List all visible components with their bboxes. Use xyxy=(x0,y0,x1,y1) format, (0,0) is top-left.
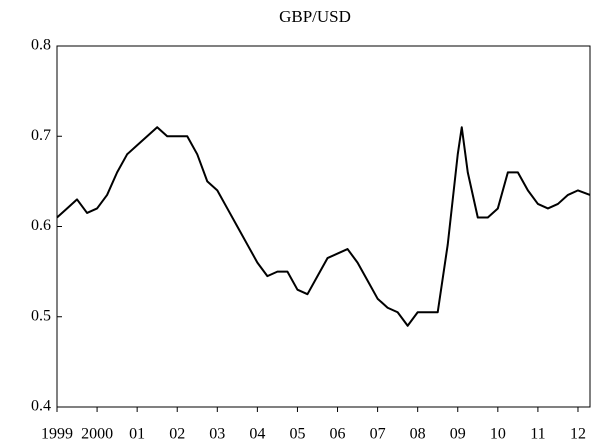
x-tick-label: 09 xyxy=(450,426,466,443)
x-tick-label: 02 xyxy=(169,426,185,443)
x-tick-label: 06 xyxy=(330,426,346,443)
x-tick-label: 1999 xyxy=(41,426,73,443)
x-tick-label: 07 xyxy=(370,426,386,443)
x-tick-label: 2000 xyxy=(81,426,113,443)
x-tick-label: 01 xyxy=(129,426,145,443)
plot-frame xyxy=(56,45,591,408)
y-tick-label: 0.4 xyxy=(31,398,51,415)
y-tick-label: 0.6 xyxy=(31,217,51,234)
x-tick-label: 10 xyxy=(490,426,506,443)
x-tick-label: 05 xyxy=(289,426,305,443)
y-tick-label: 0.7 xyxy=(31,127,51,144)
x-tick-label: 11 xyxy=(530,426,545,443)
chart-title: GBP/USD xyxy=(279,7,351,26)
y-tick-label: 0.8 xyxy=(31,37,51,54)
y-tick-label: 0.5 xyxy=(31,307,51,324)
x-tick-label: 12 xyxy=(570,426,586,443)
x-tick-label: 04 xyxy=(249,426,265,443)
line-series xyxy=(56,126,591,327)
x-tick-label: 08 xyxy=(410,426,426,443)
x-tick-label: 03 xyxy=(209,426,225,443)
